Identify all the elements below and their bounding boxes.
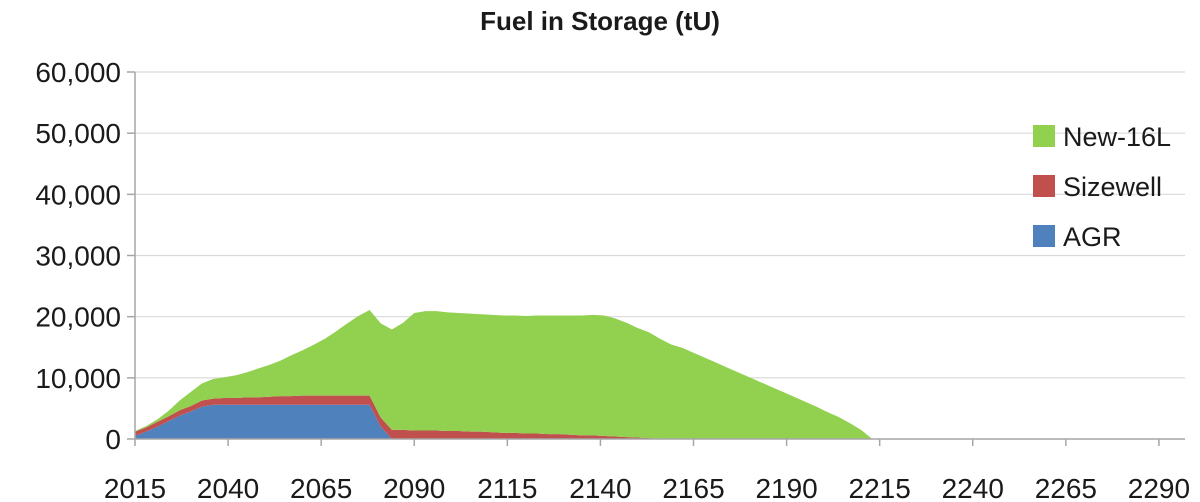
legend-label-new-16l: New-16L — [1063, 122, 1171, 152]
x-tick-label: 2215 — [849, 473, 911, 502]
x-tick-label: 2165 — [662, 473, 724, 502]
legend-label-sizewell: Sizewell — [1063, 172, 1162, 202]
y-tick-label: 60,000 — [35, 57, 121, 88]
x-tick-label: 2265 — [1035, 473, 1097, 502]
x-tick-label: 2190 — [755, 473, 817, 502]
y-tick-label: 0 — [105, 424, 121, 455]
x-tick-label: 2015 — [104, 473, 166, 502]
grid-lines — [135, 71, 1185, 379]
x-tick-labels: 2015 2040 2065 2090 2115 2140 2165 2190 2215 2240… — [104, 473, 1190, 502]
legend-swatch-agr — [1033, 225, 1055, 247]
axes — [127, 71, 1185, 446]
legend-label-agr: AGR — [1063, 222, 1122, 252]
area-new-16l — [135, 309, 1185, 439]
chart-title: Fuel in Storage (tU) — [480, 6, 720, 36]
y-tick-label: 10,000 — [35, 363, 121, 394]
x-tick-label: 2090 — [383, 473, 445, 502]
x-tick-label: 2240 — [942, 473, 1004, 502]
area-sizewell — [135, 395, 1185, 439]
y-tick-labels: 0 10,000 20,000 30,000 40,000 50,000 60,000 — [35, 57, 121, 455]
x-tick-label: 2040 — [197, 473, 259, 502]
x-tick-label: 2140 — [569, 473, 631, 502]
y-tick-label: 20,000 — [35, 302, 121, 333]
series-areas — [135, 309, 1185, 439]
legend-swatch-sizewell — [1033, 175, 1055, 197]
area-agr — [135, 404, 1185, 439]
y-tick-label: 30,000 — [35, 241, 121, 272]
legend-swatch-new-16l — [1033, 125, 1055, 147]
legend: New-16L Sizewell AGR — [1033, 122, 1171, 252]
x-tick-label: 2290 — [1128, 473, 1190, 502]
x-tick-label: 2115 — [477, 473, 537, 502]
y-tick-label: 40,000 — [35, 179, 121, 210]
x-tick-label: 2065 — [290, 473, 352, 502]
y-tick-label: 50,000 — [35, 118, 121, 149]
